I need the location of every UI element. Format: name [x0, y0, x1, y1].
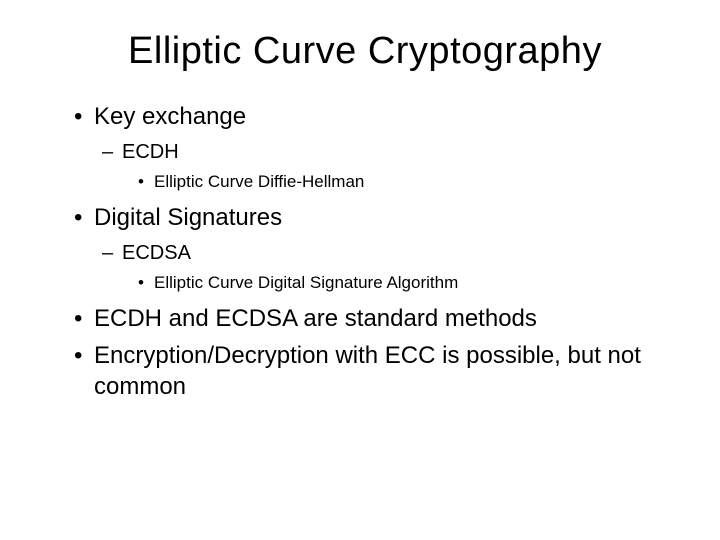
slide-title: Elliptic Curve Cryptography: [70, 30, 660, 73]
bullet-level1: ECDH and ECDSA are standard methods: [70, 303, 660, 334]
bullet-level2: ECDH: [100, 138, 660, 166]
bullet-level1: Encryption/Decryption with ECC is possib…: [70, 340, 660, 402]
bullet-level2: ECDSA: [100, 239, 660, 267]
bullet-level1: Key exchange: [70, 101, 660, 132]
bullet-list: Key exchange ECDH Elliptic Curve Diffie-…: [70, 101, 660, 403]
bullet-level1: Digital Signatures: [70, 202, 660, 233]
bullet-level3: Elliptic Curve Diffie-Hellman: [134, 170, 660, 194]
bullet-level3: Elliptic Curve Digital Signature Algorit…: [134, 271, 660, 295]
